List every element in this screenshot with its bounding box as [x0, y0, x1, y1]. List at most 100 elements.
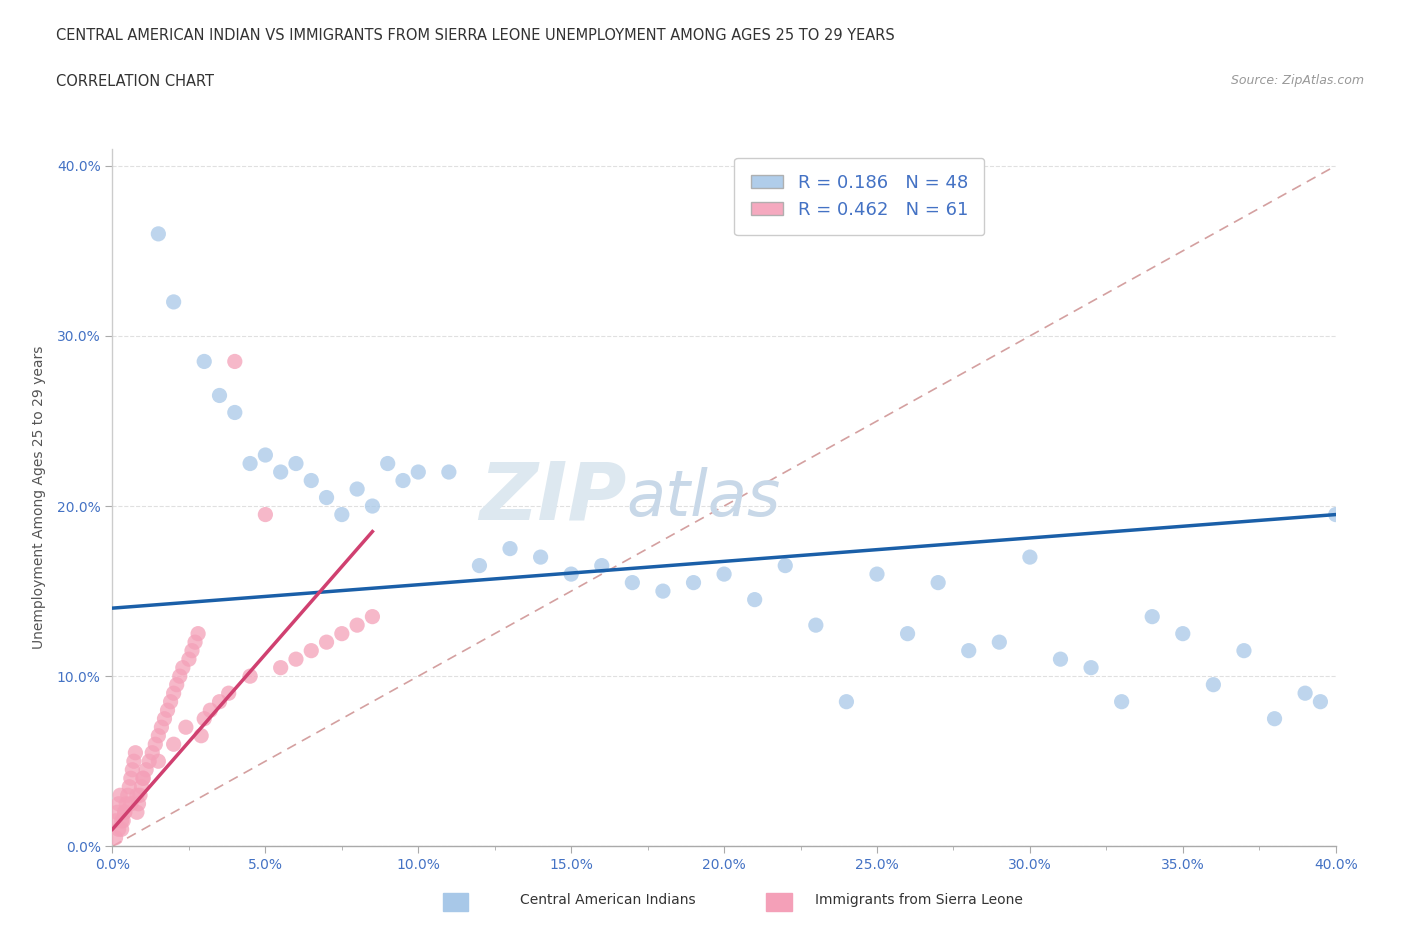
Point [270, 465, 292, 480]
Point [120, 771, 142, 786]
Point [254, 447, 277, 462]
Point [129, 788, 152, 803]
Point [111, 822, 134, 837]
Text: CORRELATION CHART: CORRELATION CHART [56, 74, 214, 89]
Point [114, 804, 136, 819]
Point [560, 566, 582, 581]
Point [107, 822, 129, 837]
Point [117, 788, 139, 803]
Point [330, 626, 353, 641]
Point [124, 745, 146, 760]
Point [1202, 677, 1225, 692]
Point [1111, 695, 1133, 710]
Point [159, 695, 181, 710]
Legend: R = 0.186   N = 48, R = 0.462   N = 61: R = 0.186 N = 48, R = 0.462 N = 61 [734, 158, 984, 235]
Point [1264, 711, 1286, 726]
Point [284, 652, 308, 667]
Point [181, 644, 204, 658]
Point [773, 558, 796, 573]
Text: Immigrants from Sierra Leone: Immigrants from Sierra Leone [815, 893, 1024, 907]
Point [141, 745, 163, 760]
Point [143, 737, 166, 751]
Point [153, 711, 176, 726]
Point [254, 507, 277, 522]
Point [208, 388, 231, 403]
Point [132, 771, 155, 786]
Point [218, 685, 240, 700]
Point [744, 592, 766, 607]
Point [988, 634, 1011, 649]
Point [346, 482, 368, 497]
Point [163, 685, 186, 700]
Point [529, 550, 551, 565]
Point [193, 354, 215, 369]
Point [115, 796, 138, 811]
Point [105, 804, 128, 819]
Point [1294, 685, 1316, 700]
Point [224, 405, 246, 420]
Point [377, 456, 399, 471]
Point [104, 830, 127, 845]
Point [120, 796, 142, 811]
Point [148, 226, 170, 241]
Point [299, 473, 322, 488]
Point [591, 558, 613, 573]
Point [138, 754, 160, 769]
Text: CENTRAL AMERICAN INDIAN VS IMMIGRANTS FROM SIERRA LEONE UNEMPLOYMENT AMONG AGES : CENTRAL AMERICAN INDIAN VS IMMIGRANTS FR… [56, 28, 896, 43]
Point [408, 465, 430, 480]
Point [1233, 644, 1256, 658]
Point [200, 703, 222, 718]
Point [163, 295, 186, 310]
Point [172, 660, 194, 675]
Point [1049, 652, 1071, 667]
Point [835, 695, 858, 710]
Point [122, 754, 145, 769]
Point [1080, 660, 1102, 675]
Point [1171, 626, 1194, 641]
Point [346, 618, 368, 632]
Point [121, 763, 143, 777]
Point [713, 566, 735, 581]
Point [132, 771, 155, 786]
Point [682, 575, 704, 590]
Point [108, 788, 131, 803]
Text: ZIP: ZIP [479, 458, 626, 537]
Point [125, 788, 148, 803]
Point [437, 465, 460, 480]
Point [148, 754, 170, 769]
Point [112, 814, 135, 829]
Point [652, 584, 675, 599]
Point [361, 498, 384, 513]
Point [957, 644, 980, 658]
Point [125, 804, 148, 819]
Point [156, 703, 179, 718]
Point [1324, 507, 1347, 522]
Point [166, 677, 188, 692]
Point [621, 575, 644, 590]
Point [148, 728, 170, 743]
Point [897, 626, 920, 641]
Text: Central American Indians: Central American Indians [520, 893, 696, 907]
Text: atlas: atlas [626, 467, 780, 528]
Point [392, 473, 415, 488]
Point [866, 566, 889, 581]
Point [111, 814, 134, 829]
Point [330, 507, 353, 522]
Point [1142, 609, 1164, 624]
Point [114, 804, 136, 819]
Point [127, 796, 149, 811]
Point [174, 720, 197, 735]
Point [150, 720, 173, 735]
Point [239, 669, 262, 684]
Point [284, 456, 308, 471]
Point [1018, 550, 1040, 565]
Point [190, 728, 212, 743]
Point [1309, 695, 1331, 710]
Point [107, 796, 129, 811]
Point [177, 652, 200, 667]
Point [804, 618, 827, 632]
Point [239, 456, 262, 471]
Point [118, 779, 141, 794]
Text: Source: ZipAtlas.com: Source: ZipAtlas.com [1230, 74, 1364, 87]
Point [468, 558, 491, 573]
